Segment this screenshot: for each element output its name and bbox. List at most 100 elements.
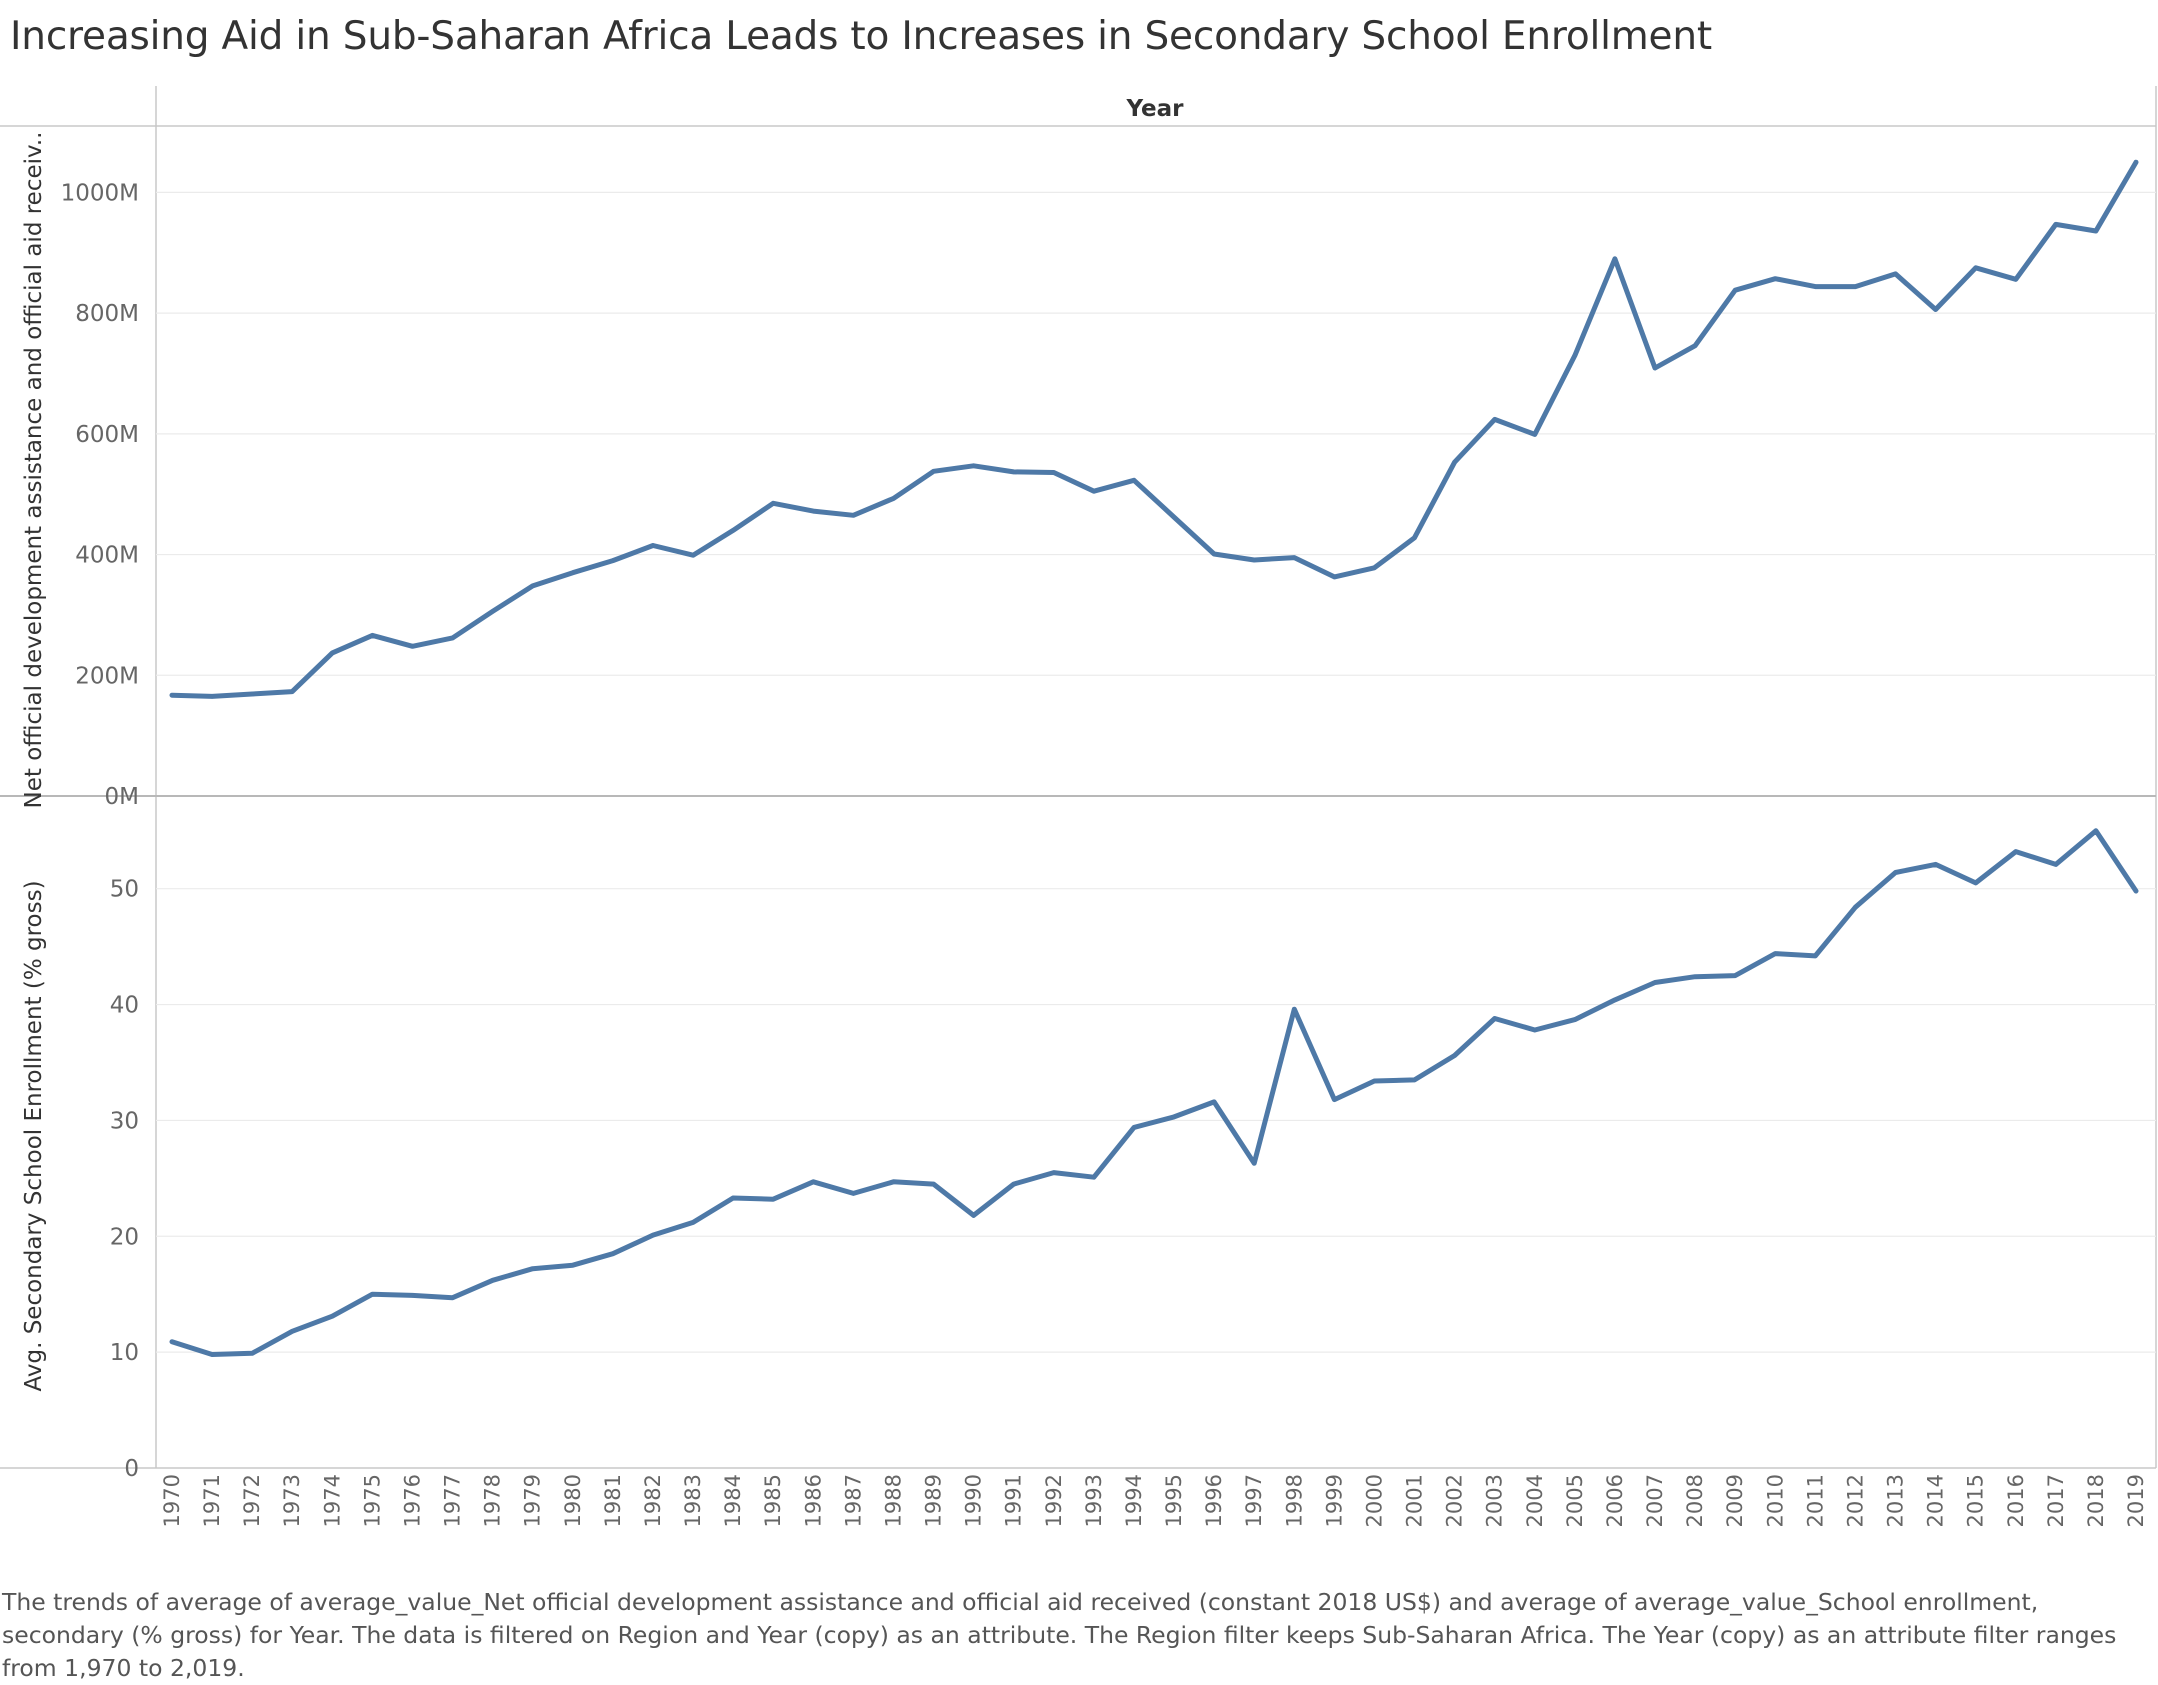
data-point	[1532, 432, 1538, 437]
data-point	[891, 1179, 896, 1185]
x-tick-label: 1990	[962, 1474, 986, 1527]
x-tick-label: 1994	[1122, 1474, 1146, 1527]
data-point	[250, 691, 255, 697]
data-point	[690, 1220, 696, 1225]
chart-caption: The trends of average of average_value_N…	[2, 1588, 2117, 1682]
data-point	[1773, 276, 1778, 281]
x-tick-label: 1987	[841, 1474, 865, 1527]
data-point	[1091, 489, 1097, 494]
chart-title: Increasing Aid in Sub-Saharan Africa Lea…	[10, 14, 1712, 59]
x-tick-label: 2019	[2124, 1474, 2148, 1527]
x-tick-label: 1984	[721, 1474, 745, 1527]
x-tick-label: 1989	[922, 1474, 946, 1527]
y-tick-labels: 0M 200M 400M 600M 800M 1000M 0 10 20 30 40 50	[61, 180, 139, 1482]
data-point	[1692, 974, 1698, 979]
data-point	[811, 1179, 816, 1185]
y-tick-label: 10	[110, 1340, 139, 1366]
x-tick-label: 2009	[1723, 1474, 1747, 1527]
data-point	[1211, 551, 1217, 557]
data-point	[1171, 514, 1177, 520]
x-tick-label: 1971	[200, 1474, 224, 1527]
x-tick-label: 1972	[240, 1474, 264, 1527]
x-tick-label: 1997	[1242, 1474, 1266, 1527]
aid-series-line	[169, 159, 2139, 699]
data-point	[1372, 1078, 1377, 1084]
data-point	[1612, 256, 1618, 261]
data-point	[2013, 277, 2019, 282]
data-point	[169, 693, 175, 698]
x-tick-label: 1995	[1162, 1474, 1186, 1527]
data-point	[530, 1266, 535, 1271]
data-point	[570, 570, 575, 575]
data-point	[2013, 849, 2019, 854]
data-point	[450, 1295, 455, 1300]
data-point	[290, 689, 295, 694]
x-tick-label: 2005	[1563, 1474, 1587, 1527]
x-tick-label: 1973	[280, 1474, 304, 1527]
data-point	[851, 513, 856, 518]
data-point	[811, 508, 816, 514]
data-point	[891, 496, 896, 501]
data-point	[490, 1278, 495, 1283]
x-tick-label: 1988	[882, 1474, 906, 1527]
data-point	[490, 609, 495, 614]
data-point	[1452, 460, 1457, 465]
y-tick-label: 600M	[75, 422, 139, 448]
column-header: Year	[1125, 96, 1184, 122]
y-tick-label: 0M	[105, 784, 139, 810]
x-tick-label: 2001	[1403, 1474, 1427, 1527]
data-point	[1452, 1053, 1457, 1058]
data-point	[650, 1232, 656, 1238]
x-tick-label: 2006	[1603, 1474, 1627, 1527]
data-point	[1572, 353, 1578, 358]
x-tick-label: 1996	[1202, 1474, 1226, 1527]
data-point	[209, 694, 215, 699]
x-tick-label: 2012	[1843, 1474, 1867, 1527]
data-point	[250, 1351, 255, 1356]
data-point	[1091, 1175, 1097, 1180]
y-tick-label: 400M	[75, 543, 139, 569]
x-tick-label: 2003	[1483, 1474, 1507, 1527]
y-tick-label: 40	[110, 993, 139, 1019]
data-point	[1853, 905, 1858, 910]
data-point	[2133, 888, 2139, 894]
data-point	[730, 528, 736, 533]
y-tick-label: 50	[110, 877, 139, 903]
chart-frame	[0, 86, 2157, 1469]
x-tick-label: 1985	[761, 1474, 785, 1527]
x-tick-label: 1978	[481, 1474, 505, 1527]
data-point	[690, 553, 696, 558]
x-tick-label: 2007	[1643, 1474, 1667, 1527]
data-point	[1372, 565, 1377, 570]
data-point	[209, 1352, 215, 1357]
data-point	[1332, 574, 1337, 580]
x-tick-label: 2013	[1884, 1474, 1908, 1527]
data-point	[1292, 555, 1297, 560]
gridlines	[156, 191, 2156, 1353]
data-point	[971, 463, 976, 468]
data-point	[410, 644, 415, 649]
x-tick-label: 1980	[561, 1474, 585, 1527]
x-tick-label: 1983	[681, 1474, 705, 1527]
x-tick-label: 1982	[641, 1474, 665, 1527]
x-tick-label: 1999	[1322, 1474, 1346, 1527]
y-tick-label: 200M	[75, 663, 139, 689]
data-point	[2093, 228, 2099, 234]
y-tick-label: 20	[110, 1224, 139, 1250]
x-tick-label: 2014	[1924, 1474, 1948, 1527]
series-layer	[169, 159, 2139, 1357]
data-point	[771, 501, 776, 506]
x-tick-label: 1993	[1082, 1474, 1106, 1527]
x-tick-label: 1979	[521, 1474, 545, 1527]
data-point	[1252, 1161, 1257, 1166]
data-point	[1933, 307, 1938, 312]
x-tick-label: 1981	[601, 1474, 625, 1527]
x-tick-label: 2010	[1763, 1474, 1787, 1527]
data-point	[290, 1329, 295, 1334]
data-point	[410, 1293, 415, 1298]
x-tick-label: 2016	[2004, 1474, 2028, 1527]
data-point	[1011, 1181, 1016, 1187]
data-point	[169, 1339, 175, 1344]
data-point	[1171, 1114, 1177, 1120]
data-point	[1973, 265, 1978, 270]
